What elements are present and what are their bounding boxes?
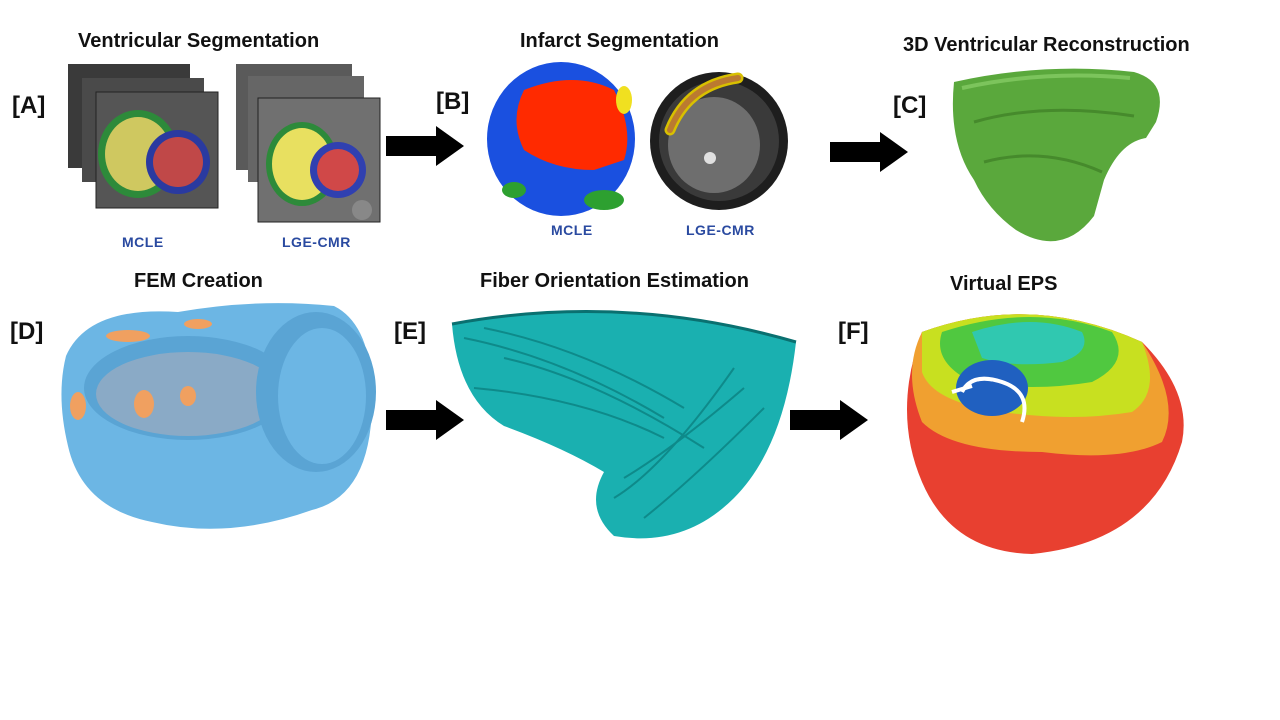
panel-label-f: [F] (838, 318, 869, 345)
eps-activation-map (907, 314, 1184, 554)
title-virtual-eps: Virtual EPS (950, 273, 1058, 295)
panel-label-a: [A] (12, 92, 46, 119)
green-3d-reconstruction (952, 68, 1160, 242)
caption-a-mcle: MCLE (122, 234, 164, 250)
title-ventricular-segmentation: Ventricular Segmentation (78, 30, 320, 52)
title-fiber-orientation: Fiber Orientation Estimation (480, 270, 749, 292)
right-arrow-icon (386, 126, 464, 166)
mcle-slice-stack (68, 64, 219, 209)
caption-a-lgecmr: LGE-CMR (282, 234, 351, 250)
panel-label-d: [D] (10, 318, 44, 345)
title-3d-reconstruction: 3D Ventricular Reconstruction (903, 34, 1190, 56)
fiber-model (451, 310, 797, 539)
fem-model (61, 303, 376, 529)
right-arrow-icon (386, 400, 464, 440)
mcle-infarct-map (487, 62, 635, 216)
panel-label-b: [B] (436, 88, 470, 115)
lgecmr-infarct-image (650, 72, 788, 210)
panel-label-c: [C] (893, 92, 927, 119)
right-arrow-icon (790, 400, 868, 440)
panel-label-e: [E] (394, 318, 426, 345)
lgecmr-slice-stack (236, 64, 381, 223)
caption-b-mcle: MCLE (551, 222, 593, 238)
title-infarct-segmentation: Infarct Segmentation (520, 30, 719, 52)
right-arrow-icon (830, 132, 908, 172)
title-fem-creation: FEM Creation (134, 270, 263, 292)
caption-b-lgecmr: LGE-CMR (686, 222, 755, 238)
